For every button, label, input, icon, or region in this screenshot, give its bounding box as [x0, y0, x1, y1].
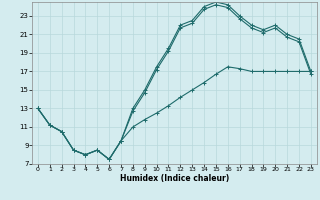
- X-axis label: Humidex (Indice chaleur): Humidex (Indice chaleur): [120, 174, 229, 183]
